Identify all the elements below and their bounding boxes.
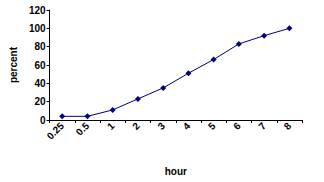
svg-text:100: 100: [29, 23, 46, 34]
svg-text:2: 2: [130, 120, 142, 132]
svg-text:60: 60: [34, 60, 46, 71]
svg-text:0.25: 0.25: [45, 120, 67, 142]
svg-text:5: 5: [206, 120, 218, 132]
svg-text:7: 7: [256, 120, 268, 132]
svg-text:0: 0: [40, 115, 46, 126]
svg-text:20: 20: [34, 96, 46, 107]
svg-text:4: 4: [181, 120, 193, 132]
svg-text:percent: percent: [8, 46, 19, 83]
svg-text:8: 8: [282, 120, 294, 132]
svg-text:0.5: 0.5: [74, 120, 92, 138]
svg-text:1: 1: [105, 120, 117, 132]
svg-text:120: 120: [29, 5, 46, 16]
svg-text:hour: hour: [165, 166, 187, 177]
svg-text:3: 3: [155, 120, 167, 132]
svg-text:6: 6: [231, 120, 243, 132]
svg-text:80: 80: [34, 41, 46, 52]
svg-text:40: 40: [34, 78, 46, 89]
